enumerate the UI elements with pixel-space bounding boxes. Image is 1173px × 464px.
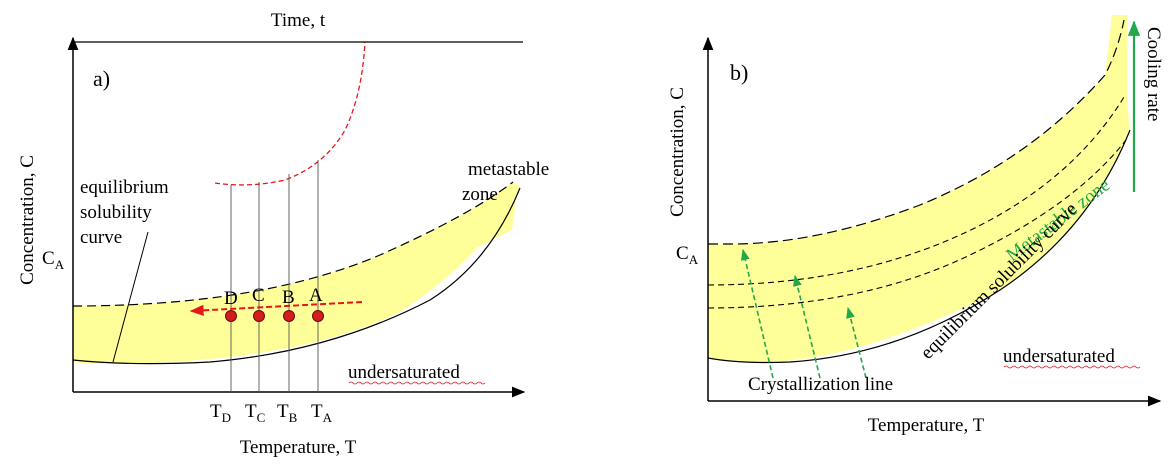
- cooling-curve-b-2: [707, 139, 1127, 309]
- metastable-label-line1-a: metastable: [468, 159, 549, 180]
- x-axis-label-a: Temperature, T: [240, 437, 357, 458]
- x-axis-label-b: Temperature, T: [868, 415, 985, 436]
- undersaturated-label-b: undersaturated: [1003, 346, 1115, 367]
- cooling-curve-b-1: [707, 96, 1125, 286]
- panel-a-label: a): [93, 66, 110, 91]
- crystallization-label: Crystallization line: [748, 374, 893, 395]
- red-cooling-arrow-a: [189, 301, 363, 316]
- crystallization-arrow-1: [740, 248, 774, 379]
- undersaturated-label-a: undersaturated: [348, 362, 460, 383]
- temp-label-a: TA: [311, 401, 333, 425]
- cooling-rate-label: Cooling rate: [1143, 27, 1164, 121]
- equilibrium-label-line1-a: equilibrium: [80, 177, 169, 198]
- point-label-a: A: [309, 285, 323, 306]
- y-axis-label-a: Concentration, C: [17, 155, 38, 285]
- point-a: [312, 310, 324, 322]
- point-label-d: D: [224, 288, 238, 309]
- crystallization-arrow-3: [846, 306, 867, 379]
- point-d: [225, 310, 237, 322]
- equilibrium-label-line3-a: curve: [80, 227, 122, 248]
- solubility-curve-b: [707, 129, 1131, 364]
- point-label-c: C: [252, 285, 265, 306]
- temp-label-d: TD: [210, 401, 231, 425]
- metastable-zone-b: [708, 15, 1130, 362]
- panel-b-label: b): [730, 60, 748, 85]
- spellcheck-underline-b: [1003, 365, 1141, 369]
- equilibrium-leader-a: [112, 231, 149, 363]
- y-axis-label-b: Concentration, C: [667, 87, 688, 217]
- red-arc-a: [214, 41, 366, 186]
- time-axis-label: Time, t: [271, 10, 326, 31]
- ca-label-a: CA: [42, 248, 65, 272]
- temp-label-c: TC: [245, 401, 265, 425]
- ca-label-b: CA: [676, 243, 699, 267]
- solubility-curve-a: [72, 187, 521, 365]
- panel-b: b) Concentration, C CA Metastable zone e…: [667, 15, 1164, 436]
- point-c: [253, 310, 265, 322]
- point-b: [283, 310, 295, 322]
- point-label-b: B: [282, 287, 295, 308]
- metastable-limit-curve-b: [708, 19, 1125, 245]
- temp-label-b: TB: [277, 401, 298, 425]
- metastable-zone-a-fill: [73, 182, 520, 364]
- metastable-label-line2-a: zone: [462, 184, 498, 205]
- equilibrium-label-line2-a: solubility: [80, 202, 152, 223]
- panel-a: Time, t a) Concentration, C CA equilibri…: [17, 10, 549, 458]
- crystallization-arrow-2: [793, 274, 821, 379]
- spellcheck-underline-a: [348, 381, 486, 385]
